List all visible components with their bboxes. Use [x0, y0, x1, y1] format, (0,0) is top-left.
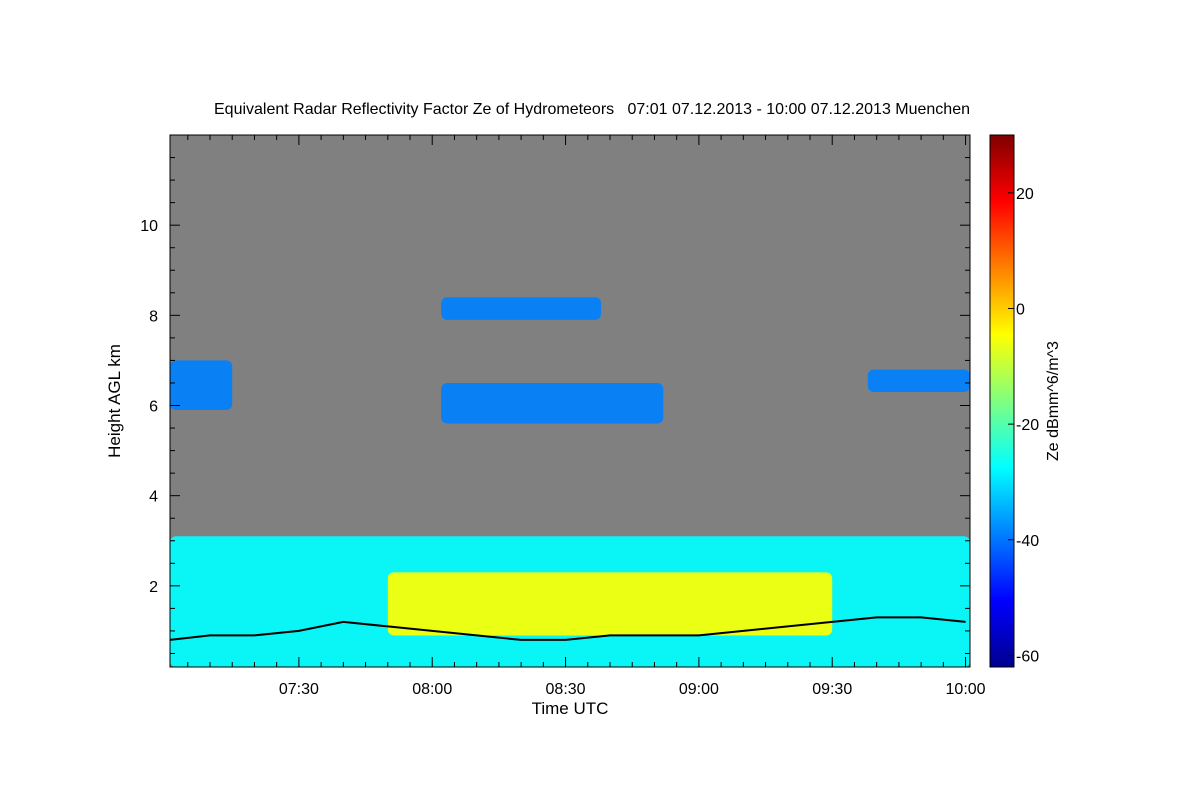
colorbar-ticks: 20 0 -20 -40 -60 [1008, 186, 1039, 665]
cloud-base-line [169, 616, 966, 641]
y-axis-label: Height AGL km [105, 344, 124, 458]
colorbar-tick-label: -20 [1016, 417, 1039, 434]
colorbar-tick-label: -60 [1016, 648, 1039, 665]
y-tick-label: 4 [149, 489, 158, 506]
echo-region [867, 369, 970, 392]
colorbar: 20 0 -20 -40 -60 Ze dBmm^6/m^3 [989, 134, 1062, 668]
x-axis-label: Time UTC [532, 699, 609, 718]
colorbar-gradient [989, 134, 1015, 668]
plot-area [169, 134, 971, 668]
x-tick-label: 09:30 [812, 681, 852, 698]
colorbar-tick-label: -40 [1016, 533, 1039, 550]
plot-frame [169, 134, 971, 668]
echo-region [387, 572, 833, 636]
colorbar-tick-label: 0 [1016, 301, 1025, 318]
y-tick-label: 2 [149, 579, 158, 596]
echo-region [441, 382, 664, 424]
y-tick-label: 6 [149, 399, 158, 416]
x-axis: 07:30 08:00 08:30 09:00 09:30 10:00 [187, 135, 986, 698]
echo-region [441, 297, 602, 320]
x-tick-label: 09:00 [679, 681, 719, 698]
x-tick-label: 08:00 [412, 681, 452, 698]
y-tick-label: 8 [149, 308, 158, 325]
echo-layer [170, 297, 970, 667]
x-tick-label: 07:30 [279, 681, 319, 698]
x-tick-label: 08:30 [546, 681, 586, 698]
colorbar-tick-label: 20 [1016, 186, 1034, 203]
chart-title: Equivalent Radar Reflectivity Factor Ze … [214, 101, 970, 118]
y-axis: 2 4 6 8 10 [140, 134, 970, 654]
colorbar-label: Ze dBmm^6/m^3 [1045, 341, 1062, 461]
y-tick-label: 10 [140, 218, 158, 235]
echo-region [170, 360, 233, 411]
x-tick-label: 10:00 [946, 681, 986, 698]
